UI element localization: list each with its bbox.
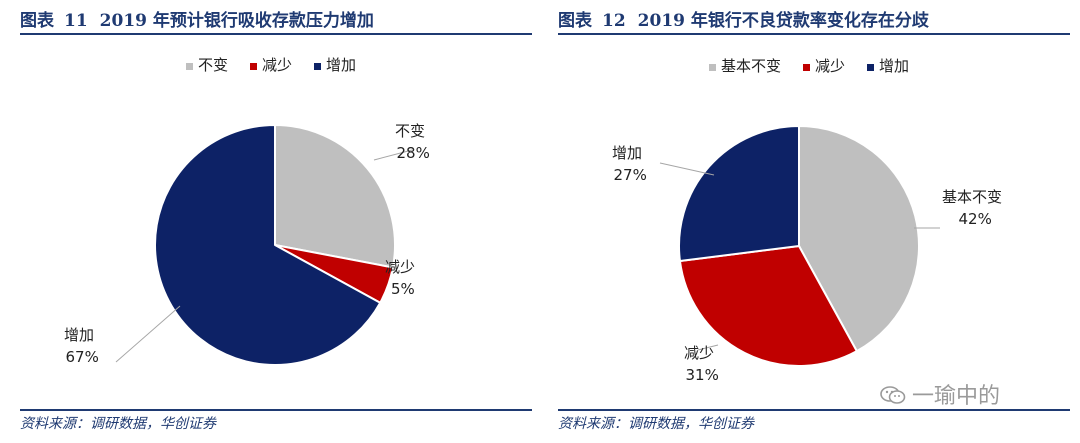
chart-panel-right: 图表 12 2019 年银行不良贷款率变化存在分歧 基本不变 减少 增加 基本不变 42%…	[558, 0, 1070, 443]
legend-label: 不变	[198, 56, 228, 74]
source-note: 资料来源：调研数据，华创证券	[20, 416, 216, 432]
data-label-value: 5%	[391, 280, 415, 298]
data-label-value: 27%	[614, 166, 647, 184]
watermark-text: 一瑜中的	[912, 384, 1001, 409]
figure-number: 11	[64, 11, 88, 31]
figure-label: 图表	[20, 11, 54, 31]
data-label-category: 减少	[684, 344, 714, 362]
legend-swatch	[314, 63, 321, 70]
legend-swatch	[867, 64, 874, 71]
figure-title-text: 2019 年银行不良贷款率变化存在分歧	[637, 11, 929, 31]
pie-slice	[274, 124, 396, 269]
leader-line	[373, 149, 413, 161]
legend-swatch	[186, 63, 193, 70]
legend-label: 增加	[879, 57, 909, 75]
data-label-category: 不变	[395, 122, 425, 140]
chart-title: 图表 11 2019 年预计银行吸收存款压力增加	[20, 6, 374, 31]
wechat-icon	[880, 386, 906, 404]
legend-swatch	[709, 64, 716, 71]
legend-swatch	[803, 64, 810, 71]
legend-label: 基本不变	[721, 57, 781, 75]
leader-line	[697, 344, 719, 351]
legend: 基本不变 减少 增加	[709, 57, 909, 75]
pie-slices	[678, 125, 920, 367]
figure-label: 图表	[558, 11, 592, 31]
legend-label: 减少	[815, 57, 845, 75]
data-label-category: 减少	[385, 258, 415, 276]
legend-label: 增加	[326, 56, 356, 74]
data-labels: 不变 28% 减少 5% 增加 67%	[64, 122, 430, 366]
data-label-value: 31%	[686, 366, 719, 384]
legend-swatch	[250, 63, 257, 70]
watermark: 一瑜中的	[880, 378, 1000, 410]
data-label-value: 67%	[66, 348, 99, 366]
data-labels: 基本不变 42% 减少 31% 增加 27%	[612, 144, 1002, 384]
leader-lines	[659, 162, 940, 351]
data-label-category: 基本不变	[942, 188, 1002, 206]
chart-panel-left: 图表 11 2019 年预计银行吸收存款压力增加 不变 减少 增加 不变 28% 减少 5% 增…	[20, 0, 532, 443]
data-label-category: 增加	[612, 144, 642, 162]
data-label-value: 42%	[959, 210, 992, 228]
leader-line	[115, 305, 181, 363]
chart-title: 图表 12 2019 年银行不良贷款率变化存在分歧	[558, 6, 929, 31]
legend-label: 减少	[262, 56, 292, 74]
figure-number: 12	[602, 11, 626, 31]
source-note: 资料来源：调研数据，华创证券	[558, 416, 754, 432]
pie-slice	[678, 125, 800, 263]
leader-lines	[115, 149, 413, 363]
leader-line	[659, 162, 715, 176]
source-rule	[558, 409, 1070, 411]
data-label-value: 28%	[397, 144, 430, 162]
pie-slice	[678, 245, 858, 367]
title-rule	[558, 33, 1070, 35]
data-label-category: 增加	[64, 326, 94, 344]
source-rule	[20, 409, 532, 411]
figure-title-text: 2019 年预计银行吸收存款压力增加	[99, 11, 374, 31]
legend: 不变 减少 增加	[186, 56, 356, 74]
pie-slice	[798, 125, 920, 353]
title-rule	[20, 33, 532, 35]
pie-slices	[154, 124, 396, 366]
pie-slice	[154, 124, 382, 366]
